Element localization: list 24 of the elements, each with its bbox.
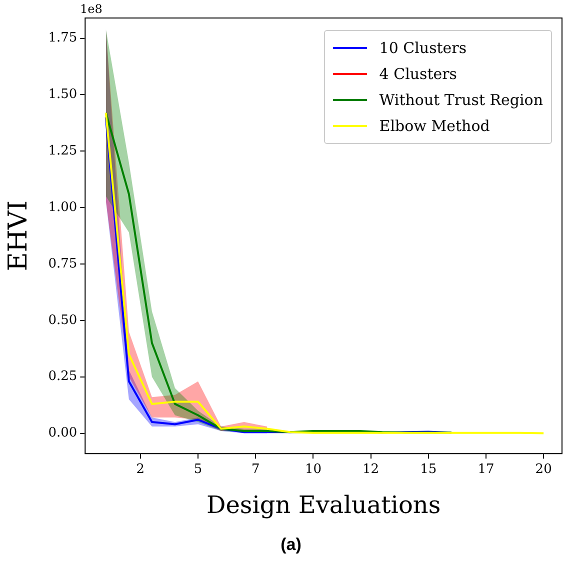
x-tick-label: 12 (362, 462, 380, 477)
y-tick-label: 0.00 (48, 426, 78, 441)
x-tick-label: 7 (251, 462, 260, 477)
y-axis-title: EHVI (3, 200, 34, 272)
x-tick-label: 10 (304, 462, 322, 477)
x-tick-label: 20 (535, 462, 552, 477)
text: 1e8 (80, 2, 102, 16)
x-tick-label: 5 (194, 462, 202, 477)
text: (a) (280, 535, 302, 555)
y-tick-label: 1.00 (48, 200, 78, 215)
y-tick-label: 0.75 (48, 256, 78, 272)
legend-label: Without Trust Region (379, 91, 543, 109)
legend-label: 4 Clusters (379, 65, 457, 83)
x-tick-label: 2 (136, 462, 145, 477)
y-tick-label: 0.50 (48, 312, 78, 328)
x-axis-title: Design Evaluations (206, 490, 441, 519)
y-tick-label: 1.25 (48, 144, 78, 159)
y-tick-label: 1.50 (48, 87, 78, 102)
y-tick-label: 1.75 (48, 30, 78, 46)
legend-label: 10 Clusters (379, 39, 467, 57)
x-tick-label: 17 (478, 462, 494, 477)
legend-label: Elbow Method (379, 117, 490, 135)
x-tick-label: 15 (420, 462, 437, 477)
y-tick-label: 0.25 (48, 369, 78, 384)
